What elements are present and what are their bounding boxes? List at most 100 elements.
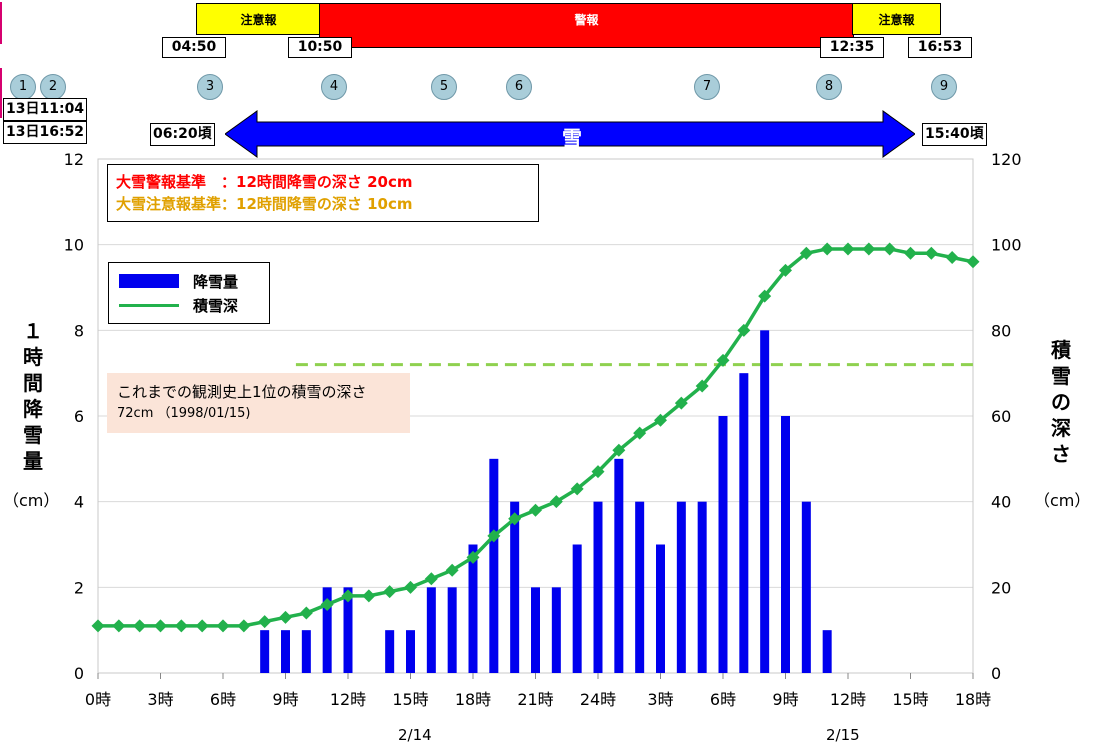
snowfall-bar <box>385 630 395 673</box>
y-left-tick-label: 6 <box>74 407 84 426</box>
snow-depth-point <box>862 242 876 256</box>
snow-period-arrow <box>225 110 915 158</box>
y-left-tick-label: 8 <box>74 321 84 340</box>
y-right-tick-label: 120 <box>991 150 1022 169</box>
snow-depth-point <box>549 495 563 509</box>
snow-depth-point <box>654 413 667 427</box>
x-tick-label: 24時 <box>580 690 616 709</box>
snow-depth-point <box>237 619 251 633</box>
snow-depth-point <box>133 619 147 633</box>
snowfall-bar <box>343 587 353 673</box>
left-edge-marker <box>0 68 2 118</box>
warning-criterion: 大雪警報基準 ：12時間降雪の深さ 20cm <box>116 173 413 191</box>
legend-bar-label: 降雪量 <box>193 272 239 291</box>
snow-depth-point <box>320 597 334 611</box>
snow-depth-point <box>383 585 397 599</box>
snowfall-bar <box>614 458 624 673</box>
snow-depth-point <box>737 323 751 337</box>
snow-depth-point <box>779 263 792 277</box>
snowfall-bar <box>406 630 415 673</box>
x-tick-label: 3時 <box>147 690 173 709</box>
snowfall-bar <box>322 587 332 673</box>
warning-bar-label: 警報 <box>574 13 599 27</box>
snow-depth-point <box>529 503 542 517</box>
x-tick-label: 6時 <box>710 690 736 709</box>
legend-line-label: 積雪深 <box>193 296 239 315</box>
snow-depth-point <box>758 289 772 303</box>
snowfall-bar <box>781 416 790 673</box>
event-time-1: 13日11:04 <box>3 98 88 121</box>
event-marker-4: 4 <box>321 74 347 100</box>
snowfall-bar <box>551 587 561 673</box>
snowfall-bar <box>718 416 728 673</box>
time-box-end-advisory: 16:53 <box>908 37 972 58</box>
record-title: これまでの観測史上1位の積雪の深さ <box>117 383 367 401</box>
warning-bar-label: 注意報 <box>878 13 915 27</box>
warning-bar-advisory-1: 注意報 <box>196 3 321 35</box>
left-edge-marker <box>0 2 2 44</box>
snow-start-time: 06:20頃 <box>150 123 215 146</box>
snow-depth-point <box>466 550 480 564</box>
y-right-tick-label: 100 <box>991 236 1022 255</box>
snow-depth-point <box>404 580 417 594</box>
snow-depth-point <box>112 619 126 633</box>
snow-depth-point <box>612 443 626 457</box>
time-box-start-warning: 10:50 <box>288 37 352 58</box>
right-axis-title: 積雪の 深さ <box>1051 338 1071 466</box>
snow-depth-point <box>445 563 459 577</box>
axes: 0 0 2 20 4 40 6 60 8 80 10 100 12 120 0時 3時 6時 9時 12時 15時 18… <box>64 150 1022 709</box>
snowfall-bar <box>656 544 665 673</box>
snow-depth-point <box>841 242 855 256</box>
date-label-2: 2/15 <box>826 726 860 744</box>
legend-item-bar: 降雪量 <box>119 269 259 293</box>
snow-depth-point <box>799 246 813 260</box>
y-right-tick-label: 0 <box>991 664 1001 683</box>
advisory-criterion: 大雪注意報基準：12時間降雪の深さ 10cm <box>116 195 413 213</box>
snow-depth-point <box>966 255 980 269</box>
x-tick-label: 9時 <box>772 690 798 709</box>
snow-depth-point <box>174 619 188 633</box>
x-tick-label: 0時 <box>85 690 111 709</box>
snowfall-bar <box>447 587 457 673</box>
snowfall-bar <box>426 587 436 673</box>
warning-bar-label: 注意報 <box>240 13 277 27</box>
event-marker-7: 7 <box>694 74 720 100</box>
snow-depth-point <box>362 589 376 603</box>
snow-depth-point <box>216 619 230 633</box>
y-left-tick-label: 10 <box>64 236 84 255</box>
snow-depth-point <box>570 482 584 496</box>
snow-depth-point <box>279 610 292 624</box>
snowfall-bar <box>510 501 520 673</box>
snowfall-bar <box>468 544 478 673</box>
snow-depth-point <box>341 589 355 603</box>
date-label-1: 2/14 <box>398 726 432 744</box>
x-tick-label: 21時 <box>517 690 553 709</box>
snow-depth-point <box>487 529 501 543</box>
snowfall-bar <box>801 501 811 673</box>
event-time-2: 13日16:52 <box>3 121 88 144</box>
y-left-tick-label: 2 <box>74 578 84 597</box>
snow-depth-point <box>633 426 647 440</box>
legend-item-line: 積雪深 <box>119 293 259 317</box>
y-left-tick-label: 12 <box>64 150 84 169</box>
event-marker-5: 5 <box>431 74 457 100</box>
snowfall-bar <box>260 630 270 673</box>
record-box: これまでの観測史上1位の積雪の深さ 72cm （1998/01/15) <box>107 373 410 433</box>
x-tick-label: 18時 <box>955 690 991 709</box>
x-tick-label: 12時 <box>830 690 866 709</box>
legend: 降雪量 積雪深 <box>108 262 270 324</box>
snowfall-bar <box>281 630 290 673</box>
x-tick-label: 9時 <box>272 690 298 709</box>
snow-depth-point <box>258 615 272 629</box>
x-tick-label: 18時 <box>455 690 491 709</box>
snow-depth-point <box>716 353 730 367</box>
snow-label: 雪 <box>562 126 582 150</box>
right-axis-unit: （cm） <box>1034 491 1091 510</box>
snow-depth-point <box>424 572 438 586</box>
record-value: 72cm （1998/01/15) <box>117 406 251 421</box>
snow-depth-line <box>91 242 980 633</box>
snowfall-bar <box>593 501 603 673</box>
snow-depth-point <box>91 619 105 633</box>
y-right-tick-label: 60 <box>991 407 1011 426</box>
